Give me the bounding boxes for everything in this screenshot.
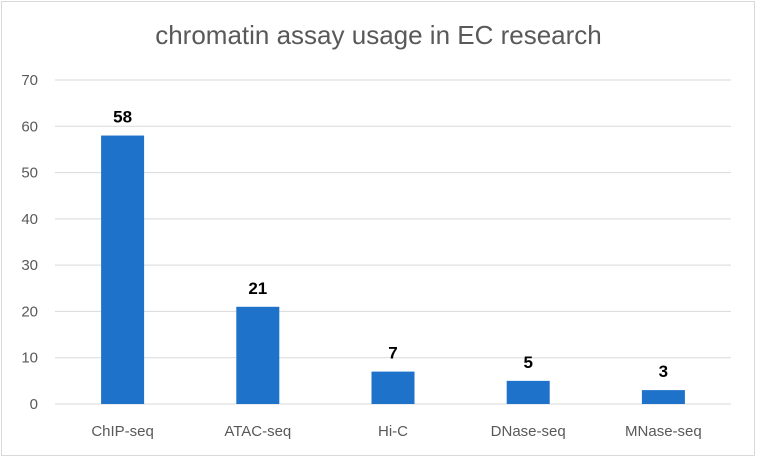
- y-tick-label: 0: [30, 396, 38, 413]
- x-category-label: Hi-C: [378, 423, 408, 440]
- data-label: 7: [388, 344, 397, 363]
- bar-chip-seq: [101, 135, 145, 405]
- y-tick-label: 60: [21, 118, 38, 135]
- x-category-label: ChIP-seq: [91, 423, 154, 440]
- y-tick-label: 30: [21, 257, 38, 274]
- y-tick-label: 70: [21, 72, 38, 89]
- x-category-label: MNase-seq: [625, 423, 702, 440]
- bars: [101, 135, 685, 405]
- bar-atac-seq: [236, 306, 280, 404]
- x-category-label: ATAC-seq: [224, 423, 291, 440]
- y-tick-label: 10: [21, 350, 38, 367]
- bar-mnase-seq: [641, 390, 685, 404]
- bar-hi-c: [371, 371, 415, 404]
- gridlines: [55, 79, 731, 405]
- data-label: 21: [248, 279, 267, 298]
- x-category-label: DNase-seq: [491, 423, 566, 440]
- y-tick-label: 50: [21, 165, 38, 182]
- chart-title: chromatin assay usage in EC research: [155, 20, 602, 50]
- y-tick-label: 20: [21, 303, 38, 320]
- y-tick-label: 40: [21, 211, 38, 228]
- data-label: 5: [523, 353, 532, 372]
- data-label: 3: [659, 362, 668, 381]
- bar-dnase-seq: [506, 380, 550, 404]
- data-label: 58: [113, 108, 132, 127]
- data-labels: 58 21 7 5 3: [113, 108, 668, 382]
- y-axis-tick-labels: 0 10 20 30 40 50 60 70: [21, 72, 38, 413]
- x-axis-category-labels: ChIP-seq ATAC-seq Hi-C DNase-seq MNase-seq: [91, 423, 701, 440]
